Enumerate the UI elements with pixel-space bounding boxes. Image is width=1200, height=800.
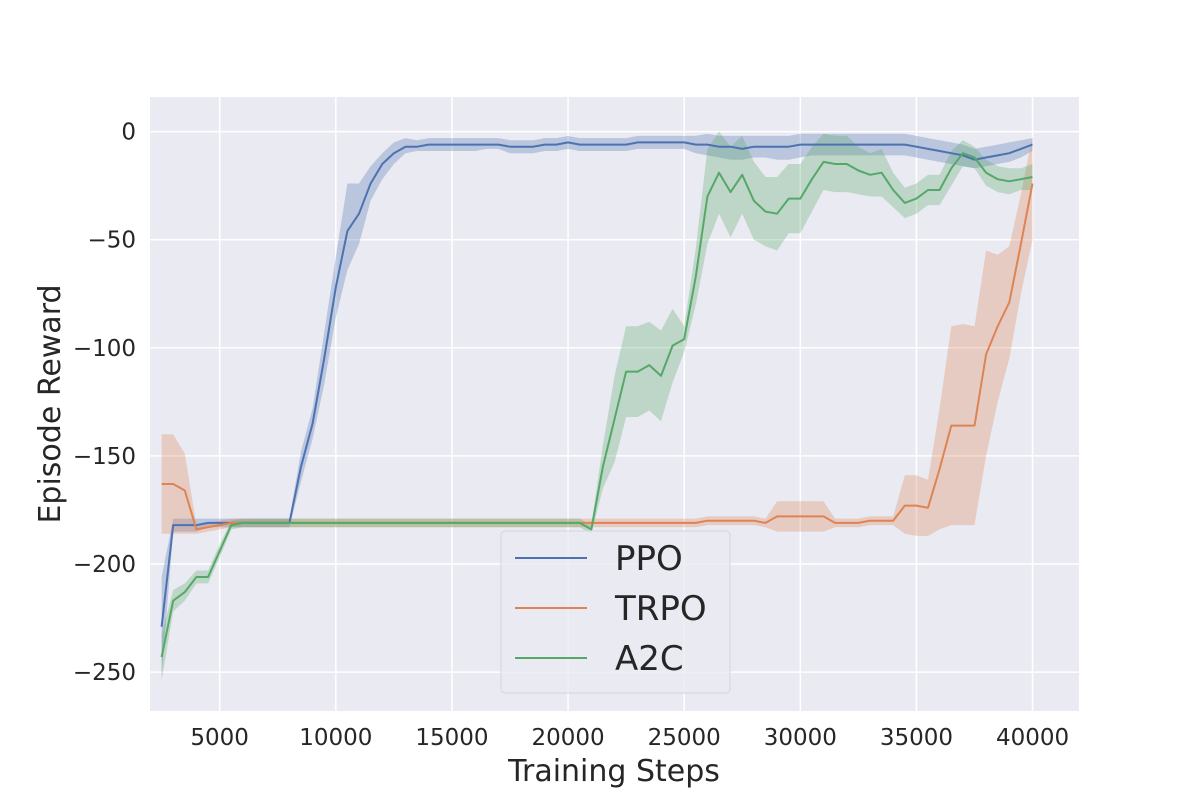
confidence-bands xyxy=(161,131,1033,681)
line-ppo xyxy=(160,141,1033,627)
y-tick-label: −50 xyxy=(87,228,136,254)
series-lines xyxy=(160,141,1034,658)
x-tick-label: 15000 xyxy=(415,725,488,751)
line-a2c xyxy=(160,152,1033,658)
x-tick-label: 20000 xyxy=(531,725,604,751)
x-tick-label: 25000 xyxy=(648,725,721,751)
legend: PPO TRPO A2C xyxy=(500,530,731,694)
x-tick-label: 5000 xyxy=(190,725,249,751)
y-tick-label: −200 xyxy=(73,552,136,578)
x-tick-label: 35000 xyxy=(880,725,953,751)
x-tick-labels: 5000 10000 15000 20000 25000 30000 35000 40000 xyxy=(190,725,1069,751)
y-tick-label: −250 xyxy=(73,660,136,686)
y-tick-label: 0 xyxy=(121,120,136,146)
legend-label-ppo: PPO xyxy=(615,539,683,579)
y-tick-label: −100 xyxy=(73,336,136,362)
legend-label-a2c: A2C xyxy=(615,639,684,679)
y-tick-labels: 0 −50 −100 −150 −200 −250 xyxy=(73,120,136,686)
x-tick-label: 10000 xyxy=(299,725,372,751)
y-tick-label: −150 xyxy=(73,444,136,470)
band-a2c xyxy=(161,131,1033,681)
x-tick-label: 30000 xyxy=(764,725,837,751)
x-axis-label: Training Steps xyxy=(507,754,720,789)
x-tick-label: 40000 xyxy=(996,725,1069,751)
legend-label-trpo: TRPO xyxy=(614,589,707,629)
band-trpo xyxy=(161,135,1033,536)
legend-box xyxy=(500,530,731,694)
y-axis-label: Episode Reward xyxy=(33,284,68,523)
